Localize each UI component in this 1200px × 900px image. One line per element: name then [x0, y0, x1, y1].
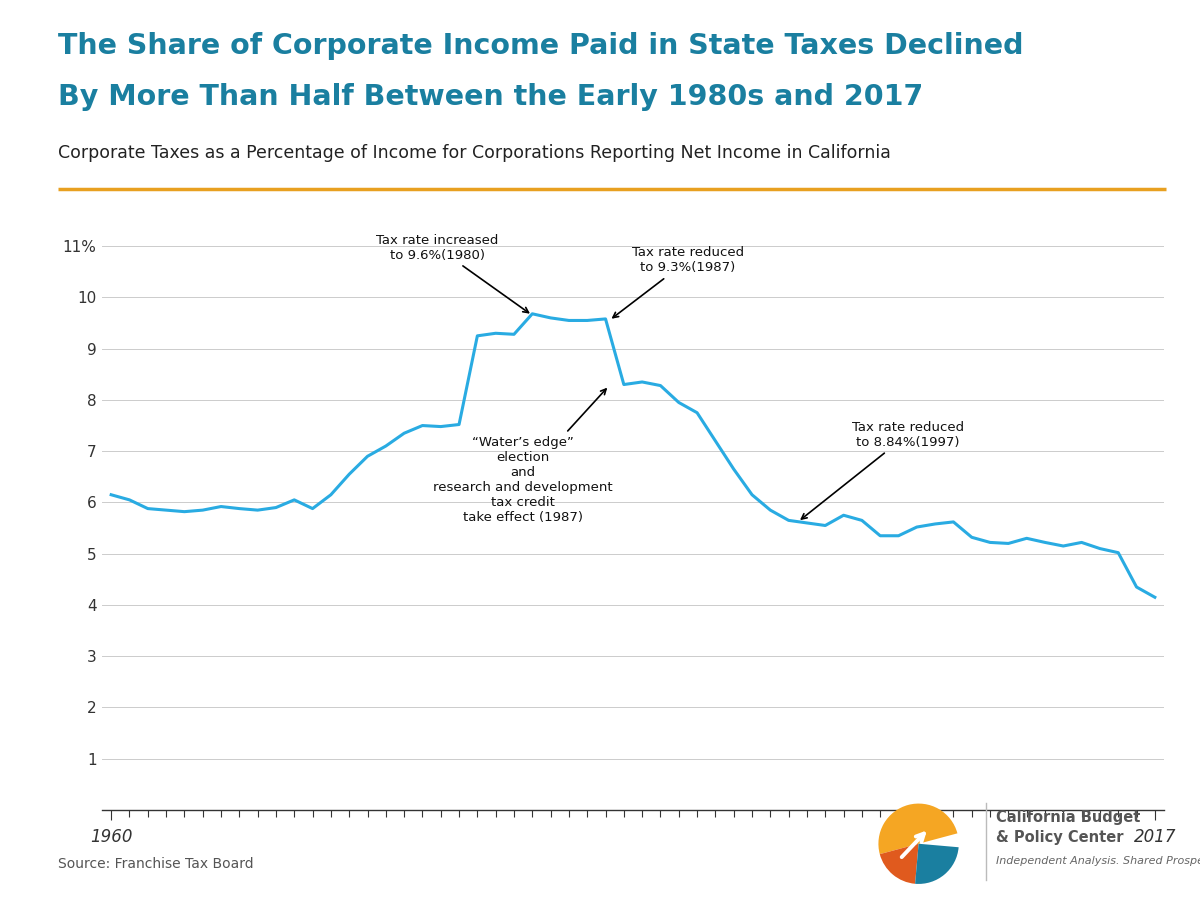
Text: The Share of Corporate Income Paid in State Taxes Declined: The Share of Corporate Income Paid in St…: [58, 32, 1024, 59]
Text: By More Than Half Between the Early 1980s and 2017: By More Than Half Between the Early 1980…: [58, 83, 923, 111]
Text: Source: Franchise Tax Board: Source: Franchise Tax Board: [58, 857, 253, 871]
Wedge shape: [880, 844, 919, 884]
Text: Independent Analysis. Shared Prosperity.: Independent Analysis. Shared Prosperity.: [996, 856, 1200, 866]
Text: “Water’s edge”
election
and
research and development
tax credit
take effect (198: “Water’s edge” election and research and…: [433, 389, 613, 524]
Text: Tax rate reduced
to 8.84%(1997): Tax rate reduced to 8.84%(1997): [802, 420, 964, 519]
Text: California Budget
& Policy Center: California Budget & Policy Center: [996, 810, 1140, 845]
Text: Tax rate increased
to 9.6%(1980): Tax rate increased to 9.6%(1980): [376, 233, 528, 312]
Wedge shape: [916, 844, 959, 884]
Text: Tax rate reduced
to 9.3%(1987): Tax rate reduced to 9.3%(1987): [613, 247, 744, 318]
FancyArrowPatch shape: [901, 833, 924, 857]
Wedge shape: [878, 804, 958, 854]
Text: Corporate Taxes as a Percentage of Income for Corporations Reporting Net Income : Corporate Taxes as a Percentage of Incom…: [58, 144, 890, 162]
